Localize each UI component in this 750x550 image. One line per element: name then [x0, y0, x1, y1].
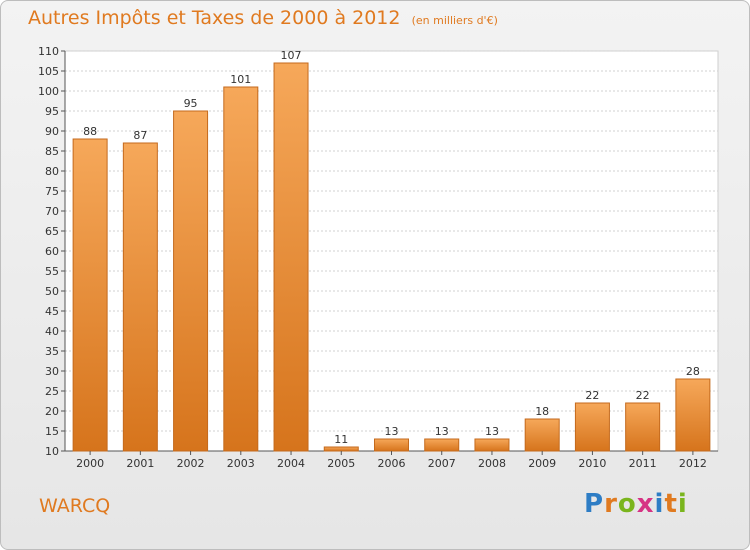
- y-tick-label: 15: [45, 425, 59, 438]
- bar-value-label: 87: [133, 129, 147, 142]
- x-tick-label: 2011: [629, 457, 657, 470]
- bar-value-label: 22: [585, 389, 599, 402]
- y-tick-label: 25: [45, 385, 59, 398]
- chart-title: Autres Impôts et Taxes de 2000 à 2012 (e…: [28, 7, 498, 29]
- x-tick-label: 2004: [277, 457, 305, 470]
- bar: [173, 110, 209, 452]
- y-tick-label: 50: [45, 285, 59, 298]
- bar-value-label: 28: [686, 365, 700, 378]
- bar: [675, 378, 711, 452]
- y-tick-label: 40: [45, 325, 59, 338]
- logo-letter: i: [654, 489, 665, 519]
- y-tick-label: 45: [45, 305, 59, 318]
- y-tick-label: 75: [45, 185, 59, 198]
- y-tick-label: 105: [38, 65, 59, 78]
- bar: [273, 62, 309, 452]
- x-tick-label: 2005: [327, 457, 355, 470]
- bar-value-label: 18: [535, 405, 549, 418]
- y-tick-label: 95: [45, 105, 59, 118]
- y-tick-label: 35: [45, 345, 59, 358]
- x-tick-label: 2000: [76, 457, 104, 470]
- bar-value-label: 88: [83, 125, 97, 138]
- x-tick-label: 2008: [478, 457, 506, 470]
- x-tick-label: 2012: [679, 457, 707, 470]
- bar-value-label: 11: [334, 433, 348, 446]
- x-tick-label: 2006: [378, 457, 406, 470]
- y-tick-label: 85: [45, 145, 59, 158]
- x-tick-label: 2003: [227, 457, 255, 470]
- x-tick-label: 2007: [428, 457, 456, 470]
- logo-letter: o: [617, 489, 637, 519]
- y-tick-label: 20: [45, 405, 59, 418]
- y-tick-label: 80: [45, 165, 59, 178]
- y-tick-label: 90: [45, 125, 59, 138]
- x-tick-label: 2010: [578, 457, 606, 470]
- bar-value-label: 22: [636, 389, 650, 402]
- bar: [424, 438, 460, 452]
- bar-value-label: 101: [230, 73, 251, 86]
- logo-letter: x: [636, 489, 655, 519]
- bar: [524, 418, 560, 452]
- bar-value-label: 95: [184, 97, 198, 110]
- bar: [122, 142, 158, 452]
- bar: [625, 402, 661, 452]
- logo-letter: P: [584, 489, 605, 519]
- y-tick-label: 10: [45, 445, 59, 458]
- y-tick-label: 70: [45, 205, 59, 218]
- bar-value-label: 107: [281, 49, 302, 62]
- proxiti-logo: Proxiti: [584, 489, 688, 519]
- bar: [323, 446, 359, 452]
- x-tick-label: 2009: [528, 457, 556, 470]
- y-tick-label: 55: [45, 265, 59, 278]
- chart-title-unit: (en milliers d'€): [411, 14, 498, 27]
- logo-letter: r: [604, 489, 618, 519]
- bar: [72, 138, 108, 452]
- bar-value-label: 13: [435, 425, 449, 438]
- y-tick-label: 30: [45, 365, 59, 378]
- bar: [374, 438, 409, 452]
- y-tick-label: 60: [45, 245, 59, 258]
- y-tick-label: 65: [45, 225, 59, 238]
- chart-title-main: Autres Impôts et Taxes de 2000 à 2012: [28, 7, 401, 29]
- bar-value-label: 13: [485, 425, 499, 438]
- commune-name: WARCQ: [39, 495, 111, 517]
- bar: [574, 402, 610, 452]
- bar: [474, 438, 510, 452]
- x-tick-label: 2002: [177, 457, 205, 470]
- logo-letter: t: [664, 489, 678, 519]
- bar: [223, 86, 259, 452]
- y-tick-label: 110: [38, 45, 59, 58]
- x-tick-label: 2001: [126, 457, 154, 470]
- bar-value-label: 13: [385, 425, 399, 438]
- y-tick-label: 100: [38, 85, 59, 98]
- logo-letter: i: [677, 489, 688, 519]
